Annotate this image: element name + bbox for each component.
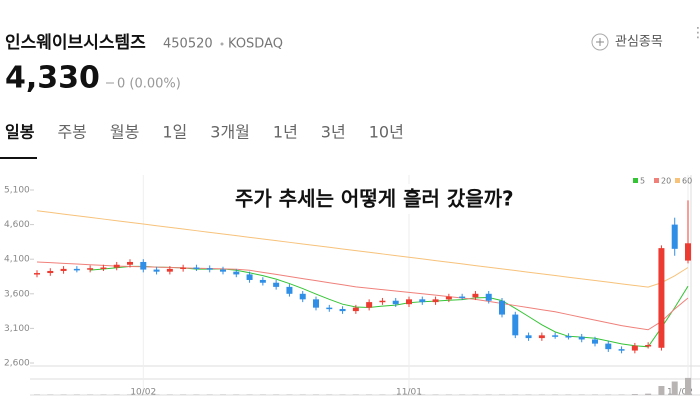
candle-body bbox=[605, 344, 611, 350]
period-tab[interactable]: 주봉 bbox=[57, 123, 86, 142]
candle-body bbox=[154, 270, 160, 272]
period-tab[interactable]: 1년 bbox=[273, 123, 298, 142]
candle-body bbox=[127, 262, 133, 265]
y-tick-label: 3,100 bbox=[4, 324, 30, 334]
candle-body bbox=[658, 248, 664, 348]
stock-code: 450520 bbox=[163, 37, 213, 52]
candle-body bbox=[366, 302, 372, 308]
watch-button[interactable]: 관심종목 bbox=[592, 34, 663, 50]
candle-body bbox=[672, 225, 678, 249]
candle-body bbox=[459, 297, 465, 299]
candle-body bbox=[512, 315, 518, 336]
y-tick-label: 3,600 bbox=[4, 289, 30, 299]
volume-bar bbox=[658, 386, 664, 395]
candle-body bbox=[220, 270, 226, 272]
candle-body bbox=[47, 271, 53, 273]
volume-bar bbox=[672, 382, 678, 396]
period-tab[interactable]: 월봉 bbox=[110, 123, 139, 142]
candle-body bbox=[286, 287, 292, 294]
period-tab[interactable]: 1일 bbox=[162, 123, 187, 142]
x-tick-label: 11/01 bbox=[396, 388, 422, 398]
annotation: 주가 추세는 어떻게 흘러 갔을까? bbox=[235, 187, 514, 211]
candle-body bbox=[353, 308, 359, 311]
candle-body bbox=[406, 299, 412, 304]
candle-body bbox=[645, 345, 651, 347]
candle-body bbox=[140, 262, 146, 270]
watch-label: 관심종목 bbox=[615, 35, 663, 50]
volume-bar bbox=[645, 394, 651, 395]
x-tick-label: 10/02 bbox=[130, 388, 156, 398]
candle-body bbox=[247, 274, 253, 280]
separator bbox=[221, 43, 224, 46]
stock-name: 인스웨이브시스템즈 bbox=[5, 33, 146, 53]
candle-body bbox=[379, 301, 385, 303]
legend-label: 20 bbox=[661, 177, 671, 186]
candle-body bbox=[632, 346, 638, 351]
candle-body bbox=[526, 335, 532, 338]
market: KOSDAQ bbox=[228, 37, 283, 52]
ma-line bbox=[37, 262, 688, 330]
candle-body bbox=[419, 299, 425, 302]
legend-label: 60 bbox=[682, 177, 692, 186]
candle-body bbox=[167, 269, 173, 272]
candle-body bbox=[592, 339, 598, 343]
period-tab[interactable]: 일봉 bbox=[5, 123, 35, 142]
candle-body bbox=[273, 283, 279, 287]
candle-body bbox=[446, 297, 452, 300]
candle-body bbox=[685, 243, 691, 260]
ma-line bbox=[37, 211, 688, 287]
candle-body bbox=[619, 349, 625, 351]
price-change: 0 (0.00%) bbox=[117, 77, 181, 92]
volume-bar bbox=[632, 394, 638, 395]
more-menu[interactable]: ⋮ bbox=[691, 25, 700, 41]
candle-body bbox=[207, 268, 213, 270]
ma-line bbox=[90, 266, 688, 346]
candle-body bbox=[74, 269, 80, 271]
y-tick-label: 4,600 bbox=[4, 220, 30, 230]
candle-body bbox=[499, 301, 505, 315]
volume-bar bbox=[685, 378, 691, 395]
candle-body bbox=[565, 336, 571, 338]
period-tab[interactable]: 3년 bbox=[321, 123, 346, 142]
candle-body bbox=[193, 268, 199, 270]
candle-body bbox=[393, 301, 399, 304]
candle-body bbox=[87, 268, 93, 270]
candle-body bbox=[61, 269, 67, 271]
candle-body bbox=[472, 294, 478, 297]
period-tab[interactable]: 10년 bbox=[369, 123, 404, 142]
candle-body bbox=[433, 299, 439, 302]
candle-body bbox=[34, 273, 40, 275]
candle-body bbox=[539, 335, 545, 338]
candle-body bbox=[300, 294, 306, 300]
candle-body bbox=[486, 294, 492, 301]
y-tick-label: 4,100 bbox=[4, 255, 30, 265]
candle-body bbox=[114, 265, 120, 268]
candle-body bbox=[260, 280, 266, 283]
period-tab[interactable]: 3개월 bbox=[210, 123, 250, 142]
candle-body bbox=[326, 308, 332, 310]
candle-body bbox=[552, 335, 558, 337]
y-tick-label: 5,100 bbox=[4, 186, 30, 196]
watch-plus bbox=[596, 38, 604, 46]
legend-label: 5 bbox=[640, 177, 645, 186]
period-tabs: 일봉 주봉 월봉 1일 3개월 1년 3년 10년 bbox=[5, 123, 404, 142]
legend-swatch bbox=[633, 178, 638, 183]
candle-body bbox=[180, 268, 186, 270]
candle-body bbox=[233, 272, 239, 275]
price: 4,330 bbox=[5, 61, 100, 96]
candle-body bbox=[100, 268, 106, 270]
y-tick-label: 2,600 bbox=[4, 359, 30, 369]
legend-swatch bbox=[654, 178, 659, 183]
candle-body bbox=[313, 299, 319, 307]
candle-body bbox=[340, 309, 346, 311]
candle-body bbox=[579, 337, 585, 340]
legend-swatch bbox=[675, 178, 680, 183]
